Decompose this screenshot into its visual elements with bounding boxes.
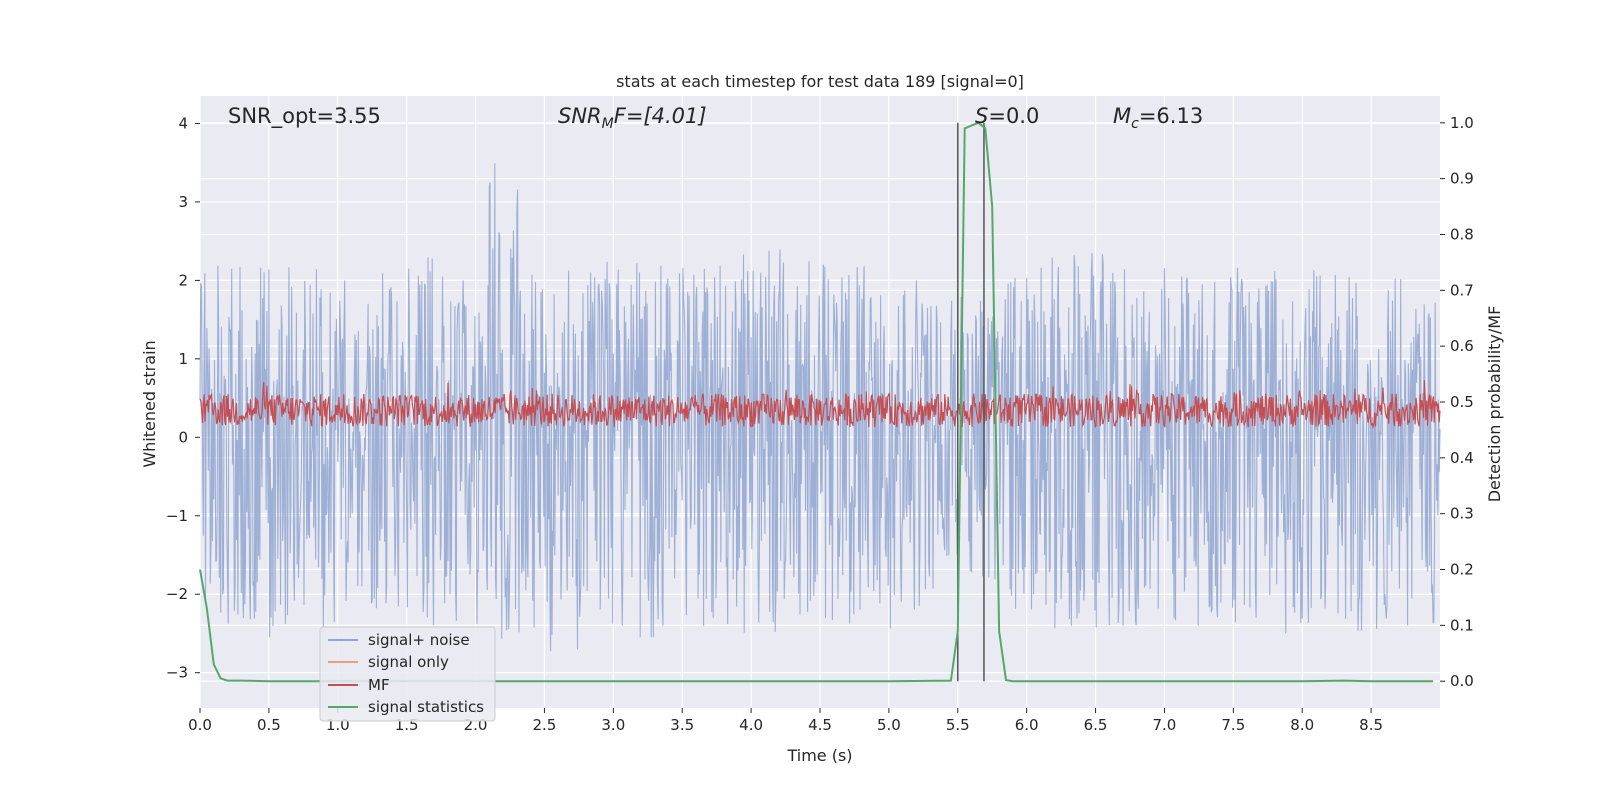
y-left-tick-label: 1 — [178, 350, 188, 368]
y-left-tick-label: 0 — [178, 428, 188, 446]
y-right-tick-label: 0.9 — [1450, 170, 1474, 188]
signal-noise-series — [199, 162, 1441, 652]
x-tick-label: 4.5 — [808, 716, 832, 734]
signal-noise-line — [199, 162, 1441, 652]
y-left-tick-label: −1 — [166, 507, 188, 525]
mc-main: M — [1113, 104, 1131, 128]
snr-mf-rest: F=[4.01] — [614, 104, 707, 128]
legend-label-signal-noise: signal+ noise — [368, 631, 470, 649]
chart-title: stats at each timestep for test data 189… — [616, 72, 1024, 91]
x-tick-label: 0.5 — [257, 716, 281, 734]
signal-statistics-series — [199, 121, 1434, 683]
snr-mf-main: SNR — [558, 104, 602, 128]
y-left-tick-label: 2 — [178, 271, 188, 289]
y-right-tick-label: 0.1 — [1450, 616, 1474, 634]
s-rest: =0.0 — [988, 104, 1039, 128]
signal-statistics-line — [199, 121, 1434, 683]
x-tick-label: 7.0 — [1153, 716, 1177, 734]
x-tick-label: 6.0 — [1015, 716, 1039, 734]
y-axis-label-right: Detection probability/MF — [1485, 306, 1504, 503]
x-tick-label: 5.0 — [877, 716, 901, 734]
y-left-tick-label: 3 — [178, 193, 188, 211]
legend-label-signal-statistics: signal statistics — [368, 698, 484, 716]
annotation-mc: Mc=6.13 — [1113, 104, 1203, 132]
y-right-tick-label: 0.0 — [1450, 672, 1474, 690]
x-tick-label: 6.5 — [1084, 716, 1108, 734]
y-right-tick-label: 0.3 — [1450, 505, 1474, 523]
y-left-tick-label: −3 — [166, 664, 188, 682]
y-right-tick-label: 0.8 — [1450, 225, 1474, 243]
mf-series — [199, 380, 1441, 430]
legend: signal+ noise signal only MF signal stat… — [319, 626, 496, 722]
y-right-tick-label: 1.0 — [1450, 114, 1474, 132]
y-right-tick-label: 0.6 — [1450, 337, 1474, 355]
legend-box — [319, 626, 496, 722]
x-tick-label: 3.0 — [601, 716, 625, 734]
y-right-tick-label: 0.4 — [1450, 449, 1474, 467]
x-tick-label: 7.5 — [1221, 716, 1245, 734]
y-right-tick-label: 0.5 — [1450, 393, 1474, 411]
x-tick-label: 3.5 — [670, 716, 694, 734]
x-tick-label: 8.0 — [1290, 716, 1314, 734]
mc-rest: =6.13 — [1139, 104, 1203, 128]
annotation-snr-mf: SNRMF=[4.01] — [558, 104, 707, 132]
y-left-tick-label: −2 — [166, 585, 188, 603]
legend-label-mf: MF — [368, 676, 390, 694]
y-right-tick-label: 0.7 — [1450, 281, 1474, 299]
mc-sub: c — [1131, 116, 1139, 132]
x-axis-label: Time (s) — [786, 746, 852, 765]
mf-line — [199, 380, 1441, 430]
annotation-s: S=0.0 — [975, 104, 1039, 128]
y-left-tick-label: 4 — [178, 114, 188, 132]
x-tick-label: 5.5 — [946, 716, 970, 734]
snr-mf-sub: M — [602, 116, 614, 132]
x-tick-label: 2.5 — [533, 716, 557, 734]
y-right-tick-label: 0.2 — [1450, 561, 1474, 579]
y-axis-label-left: Whitened strain — [140, 340, 159, 467]
x-tick-label: 8.5 — [1359, 716, 1383, 734]
axis-ticks: 0.0 0.5 1.0 1.5 2.0 2.5 3.0 3.5 4.0 4.5 5.0 5.5 6.0 6… — [166, 114, 1474, 734]
s-var: S — [975, 104, 988, 128]
x-tick-label: 0.0 — [188, 716, 212, 734]
x-tick-label: 4.0 — [739, 716, 763, 734]
annotation-snr-opt: SNR_opt=3.55 — [228, 104, 381, 129]
legend-label-signal-only: signal only — [368, 653, 449, 671]
